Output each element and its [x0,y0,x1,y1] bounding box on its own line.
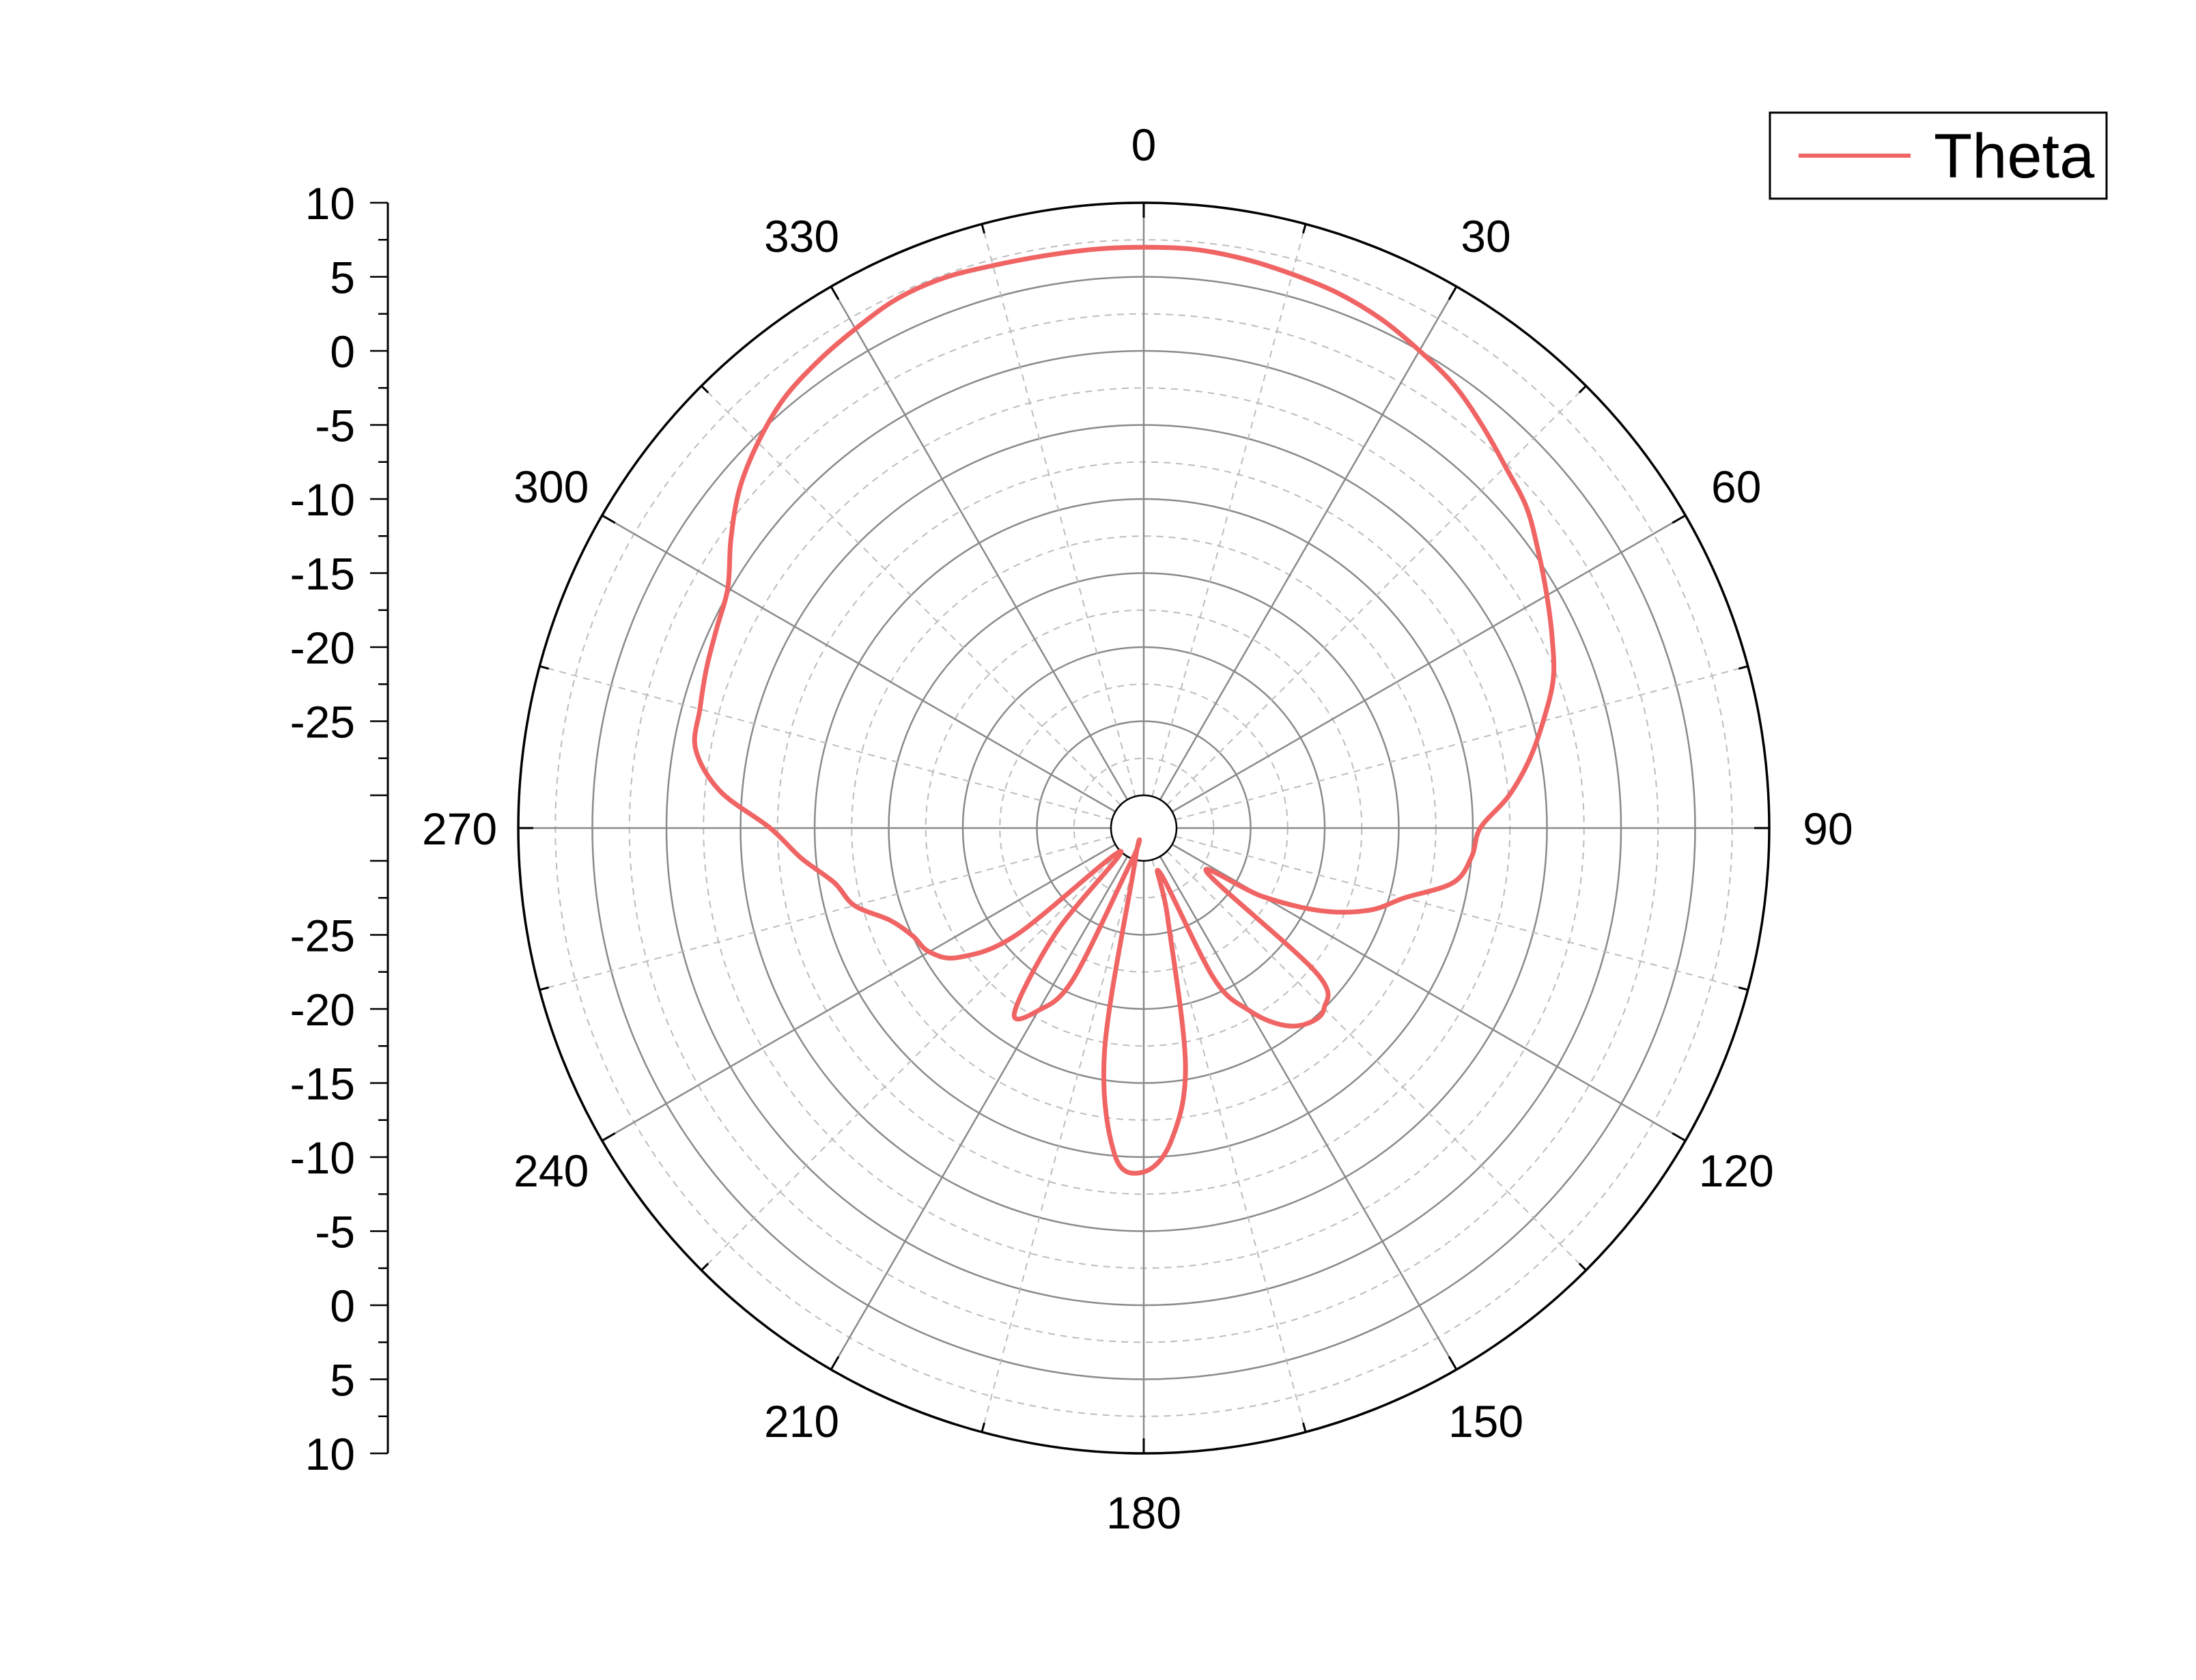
angular-tick-label-30: 30 [1461,211,1510,261]
angular-tick-label-0: 0 [1131,119,1157,170]
inner-boundary [1110,794,1178,862]
grid-spoke-major [830,286,1129,801]
angular-tick-mark [701,385,709,394]
angular-tick-label-120: 120 [1699,1145,1774,1196]
angular-tick-label-180: 180 [1106,1487,1181,1538]
radial-tick-label-upper: 10 [305,178,355,229]
angular-tick-label-240: 240 [513,1145,589,1196]
series-layer [692,244,1557,1176]
angular-tick-mark [1302,1422,1307,1433]
angular-tick-label-300: 300 [513,461,589,512]
angular-tick-mark [701,1262,709,1271]
radial-tick-label-upper: -10 [290,474,355,525]
grid-spoke-minor [981,223,1136,797]
angular-tick-mark [539,665,550,670]
outer-circle [517,201,1771,1455]
angular-tick-mark [1302,223,1307,234]
legend[interactable]: Theta [1769,111,2108,200]
angular-tick-label-150: 150 [1448,1396,1523,1447]
radial-tick-label-lower: -20 [290,984,355,1035]
grid-spoke-major [830,855,1129,1370]
angular-tick-mark [981,1422,985,1433]
angular-grid-lines [518,203,1769,1453]
angular-tick-label-270: 270 [422,803,497,854]
grid-spoke-minor [701,385,1121,806]
angular-tick-mark [1738,986,1749,991]
angular-tick-mark [1672,1132,1687,1142]
radial-tick-label-upper: -25 [290,697,355,748]
grid-spoke-minor [539,836,1112,991]
radial-tick-label-upper: 0 [330,326,355,377]
grid-spoke-minor [981,859,1136,1433]
angular-tick-mark [1672,514,1687,524]
grid-spoke-minor [539,665,1112,821]
grid-spoke-minor [701,851,1121,1271]
angular-tick-label-210: 210 [764,1396,839,1447]
radial-tick-label-upper: -15 [290,549,355,599]
grid-spoke-major [1159,855,1458,1370]
angular-tick-mark [601,1132,616,1142]
radial-tick-label-lower: -5 [315,1207,355,1257]
grid-spoke-major [602,843,1116,1142]
angular-tick-mark [981,223,985,234]
radial-tick-label-upper: -20 [290,623,355,673]
grid-spoke-major [1171,514,1686,813]
grid-spoke-major [1159,286,1458,801]
legend-label-theta: Theta [1934,122,2095,191]
radial-axis: 10 5 0 -5 -10 -15 -20 -25 -25 -20 -15 -10 -5 0 5 10 [290,178,389,1479]
radial-tick-label-lower: 0 [330,1281,355,1331]
grid-spoke-major [602,514,1116,813]
grid-spoke-minor [1175,665,1749,821]
angular-tick-mark [830,1356,840,1371]
angular-tick-mark [1448,1356,1458,1371]
radial-tick-label-lower: -15 [290,1059,355,1109]
angular-tick-mark [1578,1262,1587,1271]
radial-tick-label-lower: 10 [305,1429,355,1479]
angular-tick-label-330: 330 [764,211,839,261]
series-line-theta [692,244,1557,1176]
angular-tick-labels: 0 30 60 90 120 150 180 210 240 270 300 330 [422,119,1853,1538]
angular-tick-mark [601,514,616,524]
radial-tick-label-lower: -25 [290,911,355,961]
grid-spoke-minor [1151,859,1307,1433]
radial-tick-label-upper: -5 [315,401,355,451]
angular-tick-mark [1448,285,1458,300]
grid-spoke-minor [1151,223,1307,797]
grid-spoke-minor [1175,836,1749,991]
angular-tick-label-90: 90 [1803,803,1853,854]
angular-tick-mark [1738,665,1749,670]
angular-tick-mark [830,285,840,300]
grid-spoke-minor [1166,851,1587,1271]
angular-tick-label-60: 60 [1711,461,1761,512]
radial-tick-label-lower: -10 [290,1133,355,1183]
angular-tick-mark [1578,385,1587,394]
radial-tick-label-lower: 5 [330,1355,355,1406]
radial-tick-label-upper: 5 [330,253,355,303]
angular-tick-mark [539,986,550,991]
grid-spoke-minor [1166,385,1587,806]
